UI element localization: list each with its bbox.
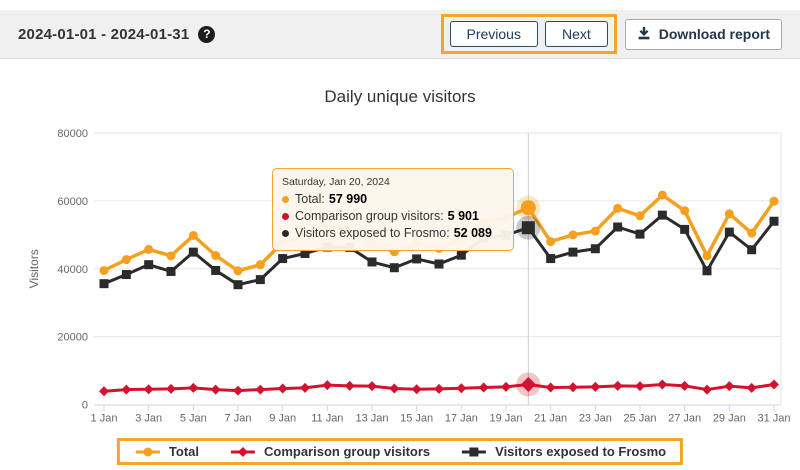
svg-text:11 Jan: 11 Jan <box>311 413 343 425</box>
tooltip-row-exposed: Visitors exposed to Frosmo: 52 089 <box>282 225 504 242</box>
svg-text:21 Jan: 21 Jan <box>534 413 567 425</box>
total-series-marker-icon <box>134 445 162 459</box>
tooltip-total-value: 57 990 <box>328 192 368 206</box>
chart-tooltip: Saturday, Jan 20, 2024 Total: 57 990 Com… <box>272 168 514 251</box>
nav-buttons-highlight-box: Previous Next <box>440 14 617 54</box>
legend-item-comparison[interactable]: Comparison group visitors <box>229 444 430 459</box>
svg-text:Visitors: Visitors <box>27 249 41 288</box>
download-report-label: Download report <box>658 26 770 42</box>
svg-text:31 Jan: 31 Jan <box>757 413 790 425</box>
exposed-bullet-icon <box>282 230 289 237</box>
svg-text:13 Jan: 13 Jan <box>355 413 388 425</box>
comparison-series-marker-icon <box>229 445 257 459</box>
svg-text:27 Jan: 27 Jan <box>668 413 701 425</box>
total-bullet-icon <box>282 196 289 203</box>
svg-text:3 Jan: 3 Jan <box>135 413 162 425</box>
svg-text:15 Jan: 15 Jan <box>400 413 433 425</box>
date-range-label: 2024-01-01 - 2024-01-31 <box>18 25 190 43</box>
tooltip-row-comparison: Comparison group visitors: 5 901 <box>282 208 504 225</box>
chart-legend-highlight-box: Total Comparison group visitors Visitors… <box>116 438 684 465</box>
legend-item-total[interactable]: Total <box>134 444 199 459</box>
svg-text:17 Jan: 17 Jan <box>445 413 478 425</box>
download-report-button[interactable]: Download report <box>624 18 782 50</box>
tooltip-comparison-label: Comparison group visitors: <box>295 209 444 223</box>
report-header: 2024-01-01 - 2024-01-31 ? Previous Next … <box>0 10 800 59</box>
svg-text:60000: 60000 <box>57 196 88 208</box>
legend-comparison-label: Comparison group visitors <box>263 444 431 459</box>
svg-text:5 Jan: 5 Jan <box>180 413 207 425</box>
svg-text:19 Jan: 19 Jan <box>489 413 522 425</box>
svg-text:23 Jan: 23 Jan <box>579 413 612 425</box>
svg-text:7 Jan: 7 Jan <box>225 413 252 425</box>
help-icon[interactable]: ? <box>198 25 216 43</box>
chart-title: Daily unique visitors <box>324 87 476 106</box>
tooltip-date: Saturday, Jan 20, 2024 <box>282 176 390 188</box>
next-button[interactable]: Next <box>544 21 608 47</box>
svg-text:40000: 40000 <box>57 264 88 276</box>
svg-text:20000: 20000 <box>57 332 88 344</box>
svg-text:9 Jan: 9 Jan <box>269 413 296 425</box>
tooltip-row-total: Total: 57 990 <box>282 191 504 208</box>
svg-text:80000: 80000 <box>57 128 88 140</box>
download-icon <box>637 26 651 43</box>
comparison-bullet-icon <box>282 213 289 220</box>
svg-text:1 Jan: 1 Jan <box>91 413 118 425</box>
legend-total-label: Total <box>168 444 199 459</box>
tooltip-total-label: Total: <box>295 192 325 206</box>
previous-button[interactable]: Previous <box>449 21 538 47</box>
legend-exposed-label: Visitors exposed to Frosmo <box>495 444 667 459</box>
legend-item-exposed[interactable]: Visitors exposed to Frosmo <box>460 444 666 459</box>
tooltip-exposed-label: Visitors exposed to Frosmo: <box>295 226 450 240</box>
tooltip-comparison-value: 5 901 <box>447 209 479 223</box>
header-controls: Previous Next Download report <box>440 14 782 54</box>
exposed-series-marker-icon <box>460 445 488 459</box>
svg-text:0: 0 <box>82 400 88 412</box>
svg-text:29 Jan: 29 Jan <box>713 413 746 425</box>
svg-text:25 Jan: 25 Jan <box>623 413 656 425</box>
date-range-group: 2024-01-01 - 2024-01-31 ? <box>18 25 216 43</box>
tooltip-exposed-value: 52 089 <box>453 226 492 240</box>
